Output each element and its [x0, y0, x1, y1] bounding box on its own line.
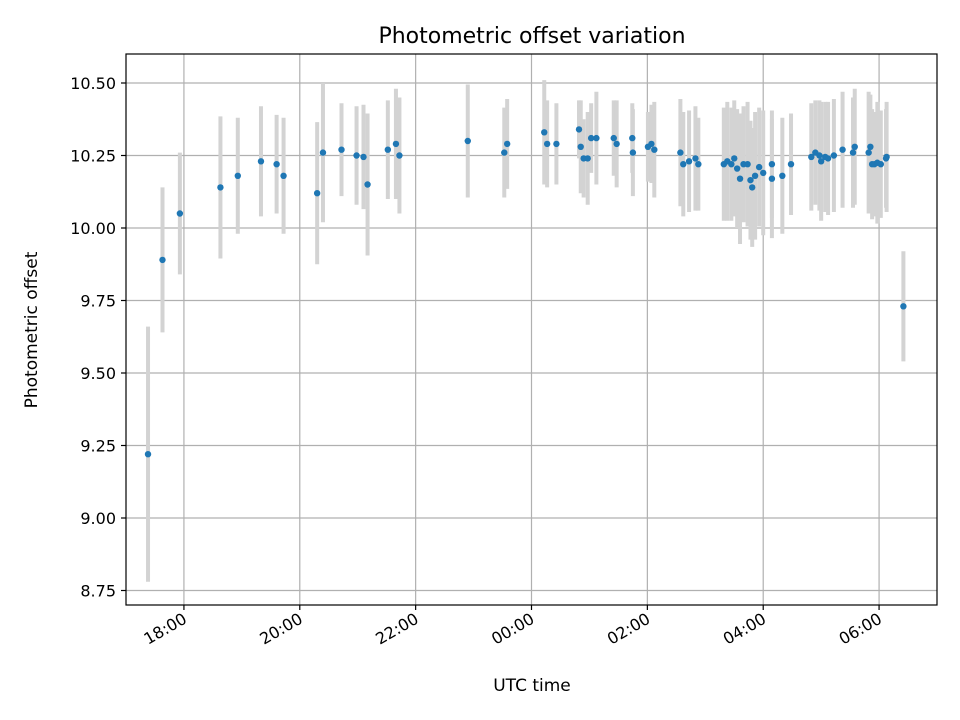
- x-tick-label: 04:00: [720, 609, 769, 649]
- x-axis-ticks: 18:00 20:00 22:00 00:00 02:00 04:00 06:00: [140, 605, 885, 649]
- data-point: [338, 146, 345, 153]
- data-point: [176, 210, 184, 217]
- data-point: [503, 140, 511, 148]
- data-point: [755, 163, 763, 171]
- data-point: [257, 158, 265, 165]
- data-point: [577, 143, 584, 150]
- x-tick-label: 00:00: [488, 609, 537, 649]
- y-tick-label: 9.00: [80, 509, 116, 528]
- data-point: [575, 126, 583, 133]
- data-point: [501, 149, 508, 156]
- data-point: [839, 146, 846, 153]
- y-axis-ticks: 8.75 9.00 9.25 9.50 9.75 10.00 10.25 10.50: [70, 74, 126, 601]
- data-point: [273, 161, 280, 168]
- data-point: [610, 134, 617, 142]
- data-point: [234, 172, 242, 179]
- y-tick-label: 9.25: [80, 437, 116, 456]
- data-point: [817, 158, 825, 165]
- data-point: [364, 181, 371, 188]
- data-point: [808, 153, 815, 161]
- data-point: [280, 172, 287, 179]
- y-tick-label: 9.50: [80, 364, 116, 383]
- y-tick-label: 10.25: [70, 147, 116, 166]
- data-point: [677, 149, 684, 156]
- data-point: [464, 137, 471, 145]
- data-point: [865, 149, 872, 156]
- y-tick-label: 10.00: [70, 219, 116, 238]
- data-point: [629, 134, 636, 142]
- x-tick-label: 06:00: [836, 609, 885, 649]
- data-point: [313, 190, 321, 197]
- data-point: [541, 129, 548, 136]
- data-point: [787, 161, 795, 168]
- data-point: [353, 152, 360, 159]
- data-point: [849, 149, 857, 156]
- data-point: [830, 152, 838, 159]
- data-point: [736, 175, 744, 182]
- data-point: [816, 152, 823, 159]
- data-point: [768, 175, 776, 182]
- data-point: [883, 153, 890, 161]
- data-point: [629, 149, 637, 156]
- data-point: [877, 161, 885, 168]
- data-point: [360, 153, 367, 161]
- data-point: [584, 155, 591, 162]
- data-point: [851, 143, 858, 150]
- data-point: [396, 152, 403, 159]
- data-point: [651, 146, 658, 153]
- data-point: [747, 176, 754, 184]
- data-point: [824, 155, 832, 162]
- x-tick-label: 18:00: [140, 609, 189, 649]
- data-point: [760, 169, 767, 177]
- data-point: [692, 155, 699, 162]
- data-point: [613, 140, 620, 148]
- data-point: [543, 140, 551, 148]
- data-point: [384, 146, 392, 153]
- data-point: [159, 256, 166, 264]
- y-tick-label: 9.75: [80, 292, 116, 311]
- x-axis-label: UTC time: [493, 676, 571, 696]
- data-point: [751, 172, 759, 179]
- data-point: [749, 184, 756, 191]
- data-point: [695, 161, 702, 168]
- data-point: [744, 161, 751, 168]
- x-tick-label: 22:00: [372, 609, 421, 649]
- data-point: [685, 158, 693, 165]
- data-point: [731, 155, 738, 162]
- data-point: [680, 161, 687, 168]
- data-point: [144, 451, 152, 458]
- data-point: [593, 134, 600, 142]
- data-point: [648, 140, 655, 148]
- data-point: [553, 140, 560, 148]
- y-tick-label: 8.75: [80, 582, 116, 601]
- data-point: [319, 149, 327, 156]
- data-point: [728, 161, 735, 168]
- data-point: [587, 134, 595, 142]
- data-point: [768, 161, 776, 168]
- chart-title: Photometric offset variation: [378, 24, 685, 49]
- y-axis-label: Photometric offset: [22, 251, 42, 408]
- data-point: [900, 303, 907, 310]
- x-tick-label: 20:00: [256, 609, 305, 649]
- data-point: [392, 140, 400, 148]
- data-point: [733, 165, 741, 172]
- data-point: [779, 172, 786, 179]
- x-tick-label: 02:00: [604, 609, 653, 649]
- y-tick-label: 10.50: [70, 74, 116, 93]
- data-point: [217, 184, 224, 191]
- data-point: [867, 143, 874, 150]
- data-points: [144, 126, 907, 458]
